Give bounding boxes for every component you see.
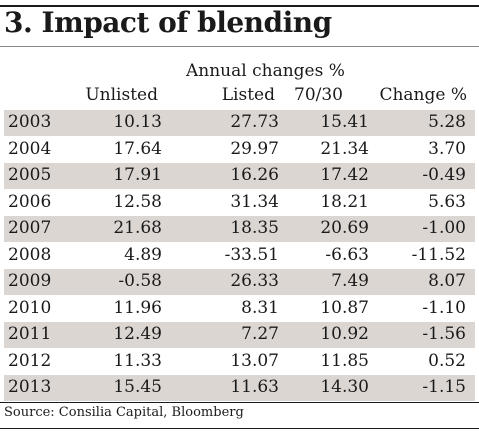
table-row: 2004 17.64 29.97 21.34 3.70	[4, 137, 475, 163]
cell-year: 2012	[8, 350, 52, 371]
cell-change: -11.52	[411, 244, 466, 265]
cell-unlisted: 11.96	[113, 297, 162, 318]
cell-listed: 7.27	[241, 324, 279, 344]
cell-change: -1.10	[422, 297, 466, 318]
cell-listed: -33.51	[224, 244, 279, 265]
table-row: 2013 15.45 11.63 14.30 -1.15	[4, 375, 475, 401]
table-row: 2011 12.49 7.27 10.92 -1.56	[4, 322, 475, 348]
cell-year: 2005	[8, 165, 52, 185]
cell-7030: 14.30	[320, 377, 369, 397]
group-header: Annual changes %	[186, 61, 345, 81]
footer-rule	[0, 428, 479, 429]
cell-unlisted: 17.64	[113, 138, 162, 159]
cell-listed: 11.63	[230, 377, 279, 397]
cell-change: 3.70	[428, 138, 466, 159]
cell-7030: 21.34	[320, 138, 369, 159]
table-row: 2005 17.91 16.26 17.42 -0.49	[4, 163, 475, 189]
cell-unlisted: 21.68	[113, 218, 162, 238]
title-divider	[0, 46, 479, 47]
table-row: 2006 12.58 31.34 18.21 5.63	[4, 190, 475, 216]
cell-change: 0.52	[428, 350, 466, 371]
table-row: 2007 21.68 18.35 20.69 -1.00	[4, 216, 475, 242]
cell-year: 2010	[8, 297, 52, 318]
cell-change: -1.00	[422, 218, 466, 238]
cell-year: 2011	[8, 324, 52, 344]
cell-change: -0.49	[422, 165, 466, 185]
column-header-listed: Listed	[221, 85, 275, 105]
cell-listed: 13.07	[230, 350, 279, 371]
cell-change: 5.63	[428, 191, 466, 212]
cell-7030: 11.85	[320, 350, 369, 371]
cell-change: 5.28	[428, 112, 466, 132]
cell-year: 2013	[8, 377, 52, 397]
cell-unlisted: 10.13	[113, 112, 162, 132]
cell-listed: 8.31	[241, 297, 279, 318]
cell-listed: 27.73	[230, 112, 279, 132]
column-header-7030: 70/30	[294, 85, 343, 105]
column-header-row: Unlisted Listed 70/30 Change %	[0, 85, 479, 109]
table-row: 2003 10.13 27.73 15.41 5.28	[4, 110, 475, 136]
cell-listed: 16.26	[230, 165, 279, 185]
cell-unlisted: 15.45	[113, 377, 162, 397]
cell-unlisted: 11.33	[113, 350, 162, 371]
cell-listed: 18.35	[230, 218, 279, 238]
cell-year: 2008	[8, 244, 52, 265]
cell-year: 2006	[8, 191, 52, 212]
cell-7030: 18.21	[320, 191, 369, 212]
cell-7030: 17.42	[320, 165, 369, 185]
cell-year: 2003	[8, 112, 52, 132]
cell-listed: 31.34	[230, 191, 279, 212]
cell-7030: 7.49	[331, 271, 369, 291]
cell-7030: 15.41	[320, 112, 369, 132]
cell-listed: 29.97	[230, 138, 279, 159]
cell-change: -1.56	[422, 324, 466, 344]
table-row: 2008 4.89 -33.51 -6.63 -11.52	[4, 243, 475, 269]
table-row: 2009 -0.58 26.33 7.49 8.07	[4, 269, 475, 295]
cell-year: 2009	[8, 271, 52, 291]
cell-7030: -6.63	[325, 244, 369, 265]
cell-year: 2004	[8, 138, 52, 159]
cell-7030: 20.69	[320, 218, 369, 238]
top-rule	[0, 5, 479, 7]
source-note: Source: Consilia Capital, Bloomberg	[4, 405, 244, 420]
cell-unlisted: 17.91	[113, 165, 162, 185]
cell-change: -1.15	[422, 377, 466, 397]
table-row: 2010 11.96 8.31 10.87 -1.10	[4, 296, 475, 322]
cell-year: 2007	[8, 218, 52, 238]
cell-unlisted: 12.49	[113, 324, 162, 344]
bottom-rule	[0, 402, 479, 403]
cell-unlisted: -0.58	[118, 271, 162, 291]
cell-change: 8.07	[428, 271, 466, 291]
column-header-unlisted: Unlisted	[85, 85, 158, 105]
table-title: 3. Impact of blending	[4, 6, 332, 39]
cell-7030: 10.87	[320, 297, 369, 318]
cell-unlisted: 4.89	[124, 244, 162, 265]
cell-unlisted: 12.58	[113, 191, 162, 212]
cell-listed: 26.33	[230, 271, 279, 291]
table-row: 2012 11.33 13.07 11.85 0.52	[4, 349, 475, 375]
cell-7030: 10.92	[320, 324, 369, 344]
column-header-change: Change %	[379, 85, 467, 105]
